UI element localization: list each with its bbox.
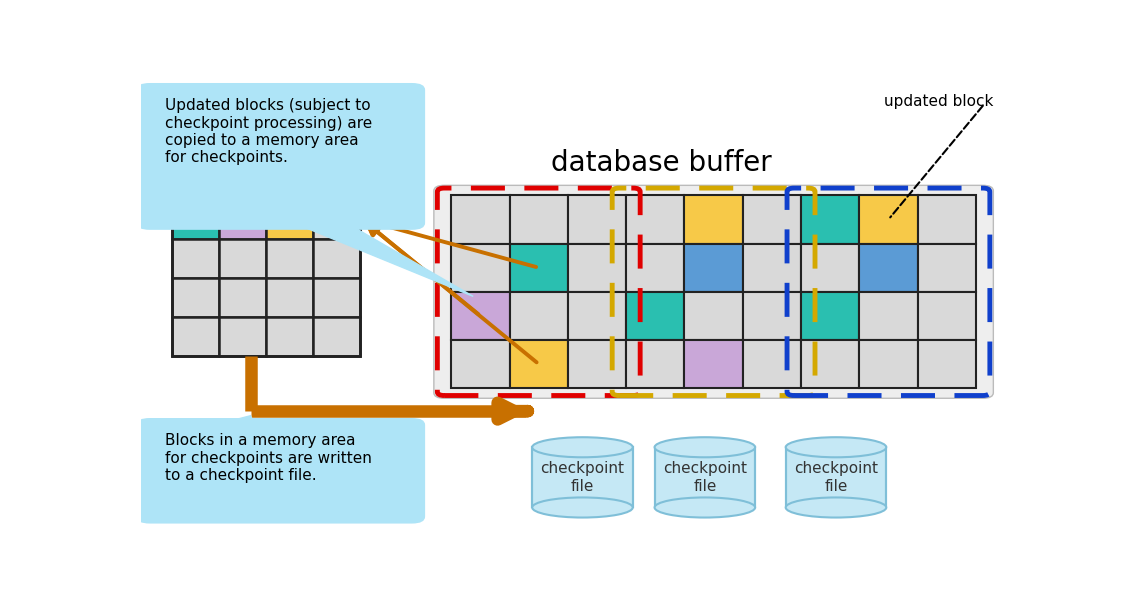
Bar bbox=[219, 239, 265, 278]
Bar bbox=[860, 340, 917, 388]
Bar bbox=[510, 292, 567, 340]
Bar bbox=[312, 317, 360, 356]
Ellipse shape bbox=[532, 498, 633, 517]
Bar bbox=[567, 195, 626, 244]
Bar bbox=[567, 244, 626, 292]
Bar bbox=[265, 200, 312, 239]
Bar bbox=[685, 292, 742, 340]
Text: updated block: updated block bbox=[884, 95, 994, 110]
Bar bbox=[567, 292, 626, 340]
Bar bbox=[219, 317, 265, 356]
FancyBboxPatch shape bbox=[136, 418, 425, 523]
Bar bbox=[451, 244, 510, 292]
Bar bbox=[451, 340, 510, 388]
Bar bbox=[860, 292, 917, 340]
Bar bbox=[219, 200, 265, 239]
Bar bbox=[917, 244, 976, 292]
Bar bbox=[685, 195, 742, 244]
Bar bbox=[801, 195, 860, 244]
Bar bbox=[567, 340, 626, 388]
Polygon shape bbox=[294, 223, 474, 296]
Bar bbox=[801, 340, 860, 388]
Bar bbox=[786, 447, 887, 508]
Bar bbox=[654, 447, 755, 508]
Text: database buffer: database buffer bbox=[550, 149, 772, 177]
Bar bbox=[265, 317, 312, 356]
Ellipse shape bbox=[786, 498, 887, 517]
Bar bbox=[532, 447, 633, 508]
Text: checkpoint
file: checkpoint file bbox=[663, 461, 747, 493]
Text: checkpoint
file: checkpoint file bbox=[794, 461, 878, 493]
Text: memory area
for checkpoints: memory area for checkpoints bbox=[174, 152, 356, 195]
Bar bbox=[510, 340, 567, 388]
Bar bbox=[742, 292, 801, 340]
Ellipse shape bbox=[654, 437, 755, 457]
Bar bbox=[917, 292, 976, 340]
Bar bbox=[312, 278, 360, 317]
FancyBboxPatch shape bbox=[136, 83, 425, 230]
Bar bbox=[626, 195, 685, 244]
Ellipse shape bbox=[654, 498, 755, 517]
Bar bbox=[626, 292, 685, 340]
Bar bbox=[510, 195, 567, 244]
Bar bbox=[265, 239, 312, 278]
Bar bbox=[860, 195, 917, 244]
Bar bbox=[917, 195, 976, 244]
Bar bbox=[685, 244, 742, 292]
Bar bbox=[742, 244, 801, 292]
Bar bbox=[917, 340, 976, 388]
Bar bbox=[510, 244, 567, 292]
Bar bbox=[312, 200, 360, 239]
Bar bbox=[171, 200, 360, 356]
Bar bbox=[860, 244, 917, 292]
Bar bbox=[626, 244, 685, 292]
Bar bbox=[685, 340, 742, 388]
Bar bbox=[171, 200, 219, 239]
Text: Blocks in a memory area
for checkpoints are written
to a checkpoint file.: Blocks in a memory area for checkpoints … bbox=[166, 433, 372, 483]
Bar bbox=[451, 292, 510, 340]
Text: checkpoint
file: checkpoint file bbox=[540, 461, 625, 493]
Bar bbox=[171, 278, 219, 317]
Ellipse shape bbox=[532, 437, 633, 457]
Bar bbox=[312, 239, 360, 278]
Bar bbox=[742, 195, 801, 244]
Bar bbox=[626, 340, 685, 388]
Bar bbox=[171, 239, 219, 278]
Bar bbox=[742, 340, 801, 388]
Bar bbox=[265, 278, 312, 317]
Bar bbox=[801, 292, 860, 340]
Bar bbox=[219, 278, 265, 317]
Text: Updated blocks (subject to
checkpoint processing) are
copied to a memory area
fo: Updated blocks (subject to checkpoint pr… bbox=[166, 98, 372, 165]
Bar bbox=[801, 244, 860, 292]
Bar bbox=[451, 195, 510, 244]
Bar bbox=[171, 317, 219, 356]
FancyBboxPatch shape bbox=[434, 185, 994, 398]
Polygon shape bbox=[215, 416, 255, 425]
Ellipse shape bbox=[786, 437, 887, 457]
